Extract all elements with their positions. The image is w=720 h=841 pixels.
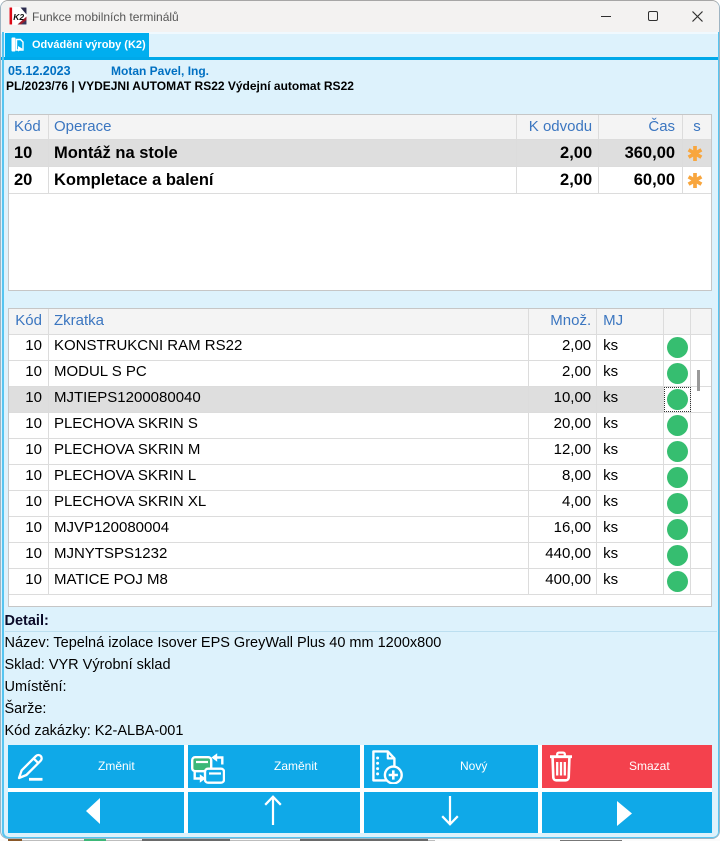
svg-text:K2: K2 bbox=[13, 12, 24, 22]
